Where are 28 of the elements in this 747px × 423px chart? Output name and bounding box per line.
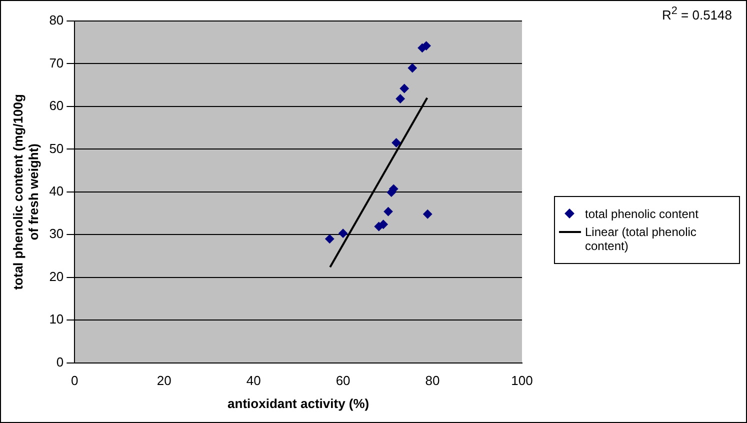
x-axis-title: antioxidant activity (%) (228, 396, 370, 411)
legend-label: total phenolic content (585, 207, 698, 221)
y-tick-label: 70 (49, 55, 64, 70)
text: R$^{2}$ = 0.5148 (662, 5, 732, 22)
y-tick-label: 60 (49, 98, 64, 114)
y-tick-label: 30 (49, 226, 64, 242)
x-tick-label: 40 (246, 373, 261, 388)
point (392, 138, 401, 148)
y-tick-label: 20 (49, 268, 64, 284)
y-tick-label: 10 (49, 312, 64, 327)
point (338, 228, 348, 238)
y-tick-label: 80 (49, 12, 64, 28)
y-tick-label: 0 (56, 354, 64, 370)
point (400, 84, 409, 94)
point (396, 94, 405, 104)
point (384, 207, 393, 216)
point (325, 234, 334, 244)
x-tick-label: 60 (336, 373, 350, 388)
x-tick-label: 20 (156, 373, 172, 388)
y-tick-label: 40 (49, 183, 64, 198)
y-axis-title: total phenolic content (mg/100g of fresh weight) (10, 94, 41, 290)
x-tick-label: 80 (425, 373, 440, 388)
point (408, 64, 417, 72)
x-tick-label: 100 (511, 373, 533, 388)
point (423, 210, 432, 219)
x-tick-label: 0 (71, 373, 78, 388)
y-tick-label: 50 (49, 140, 64, 156)
legend-label: Linear (total phenolic content) (585, 225, 698, 253)
